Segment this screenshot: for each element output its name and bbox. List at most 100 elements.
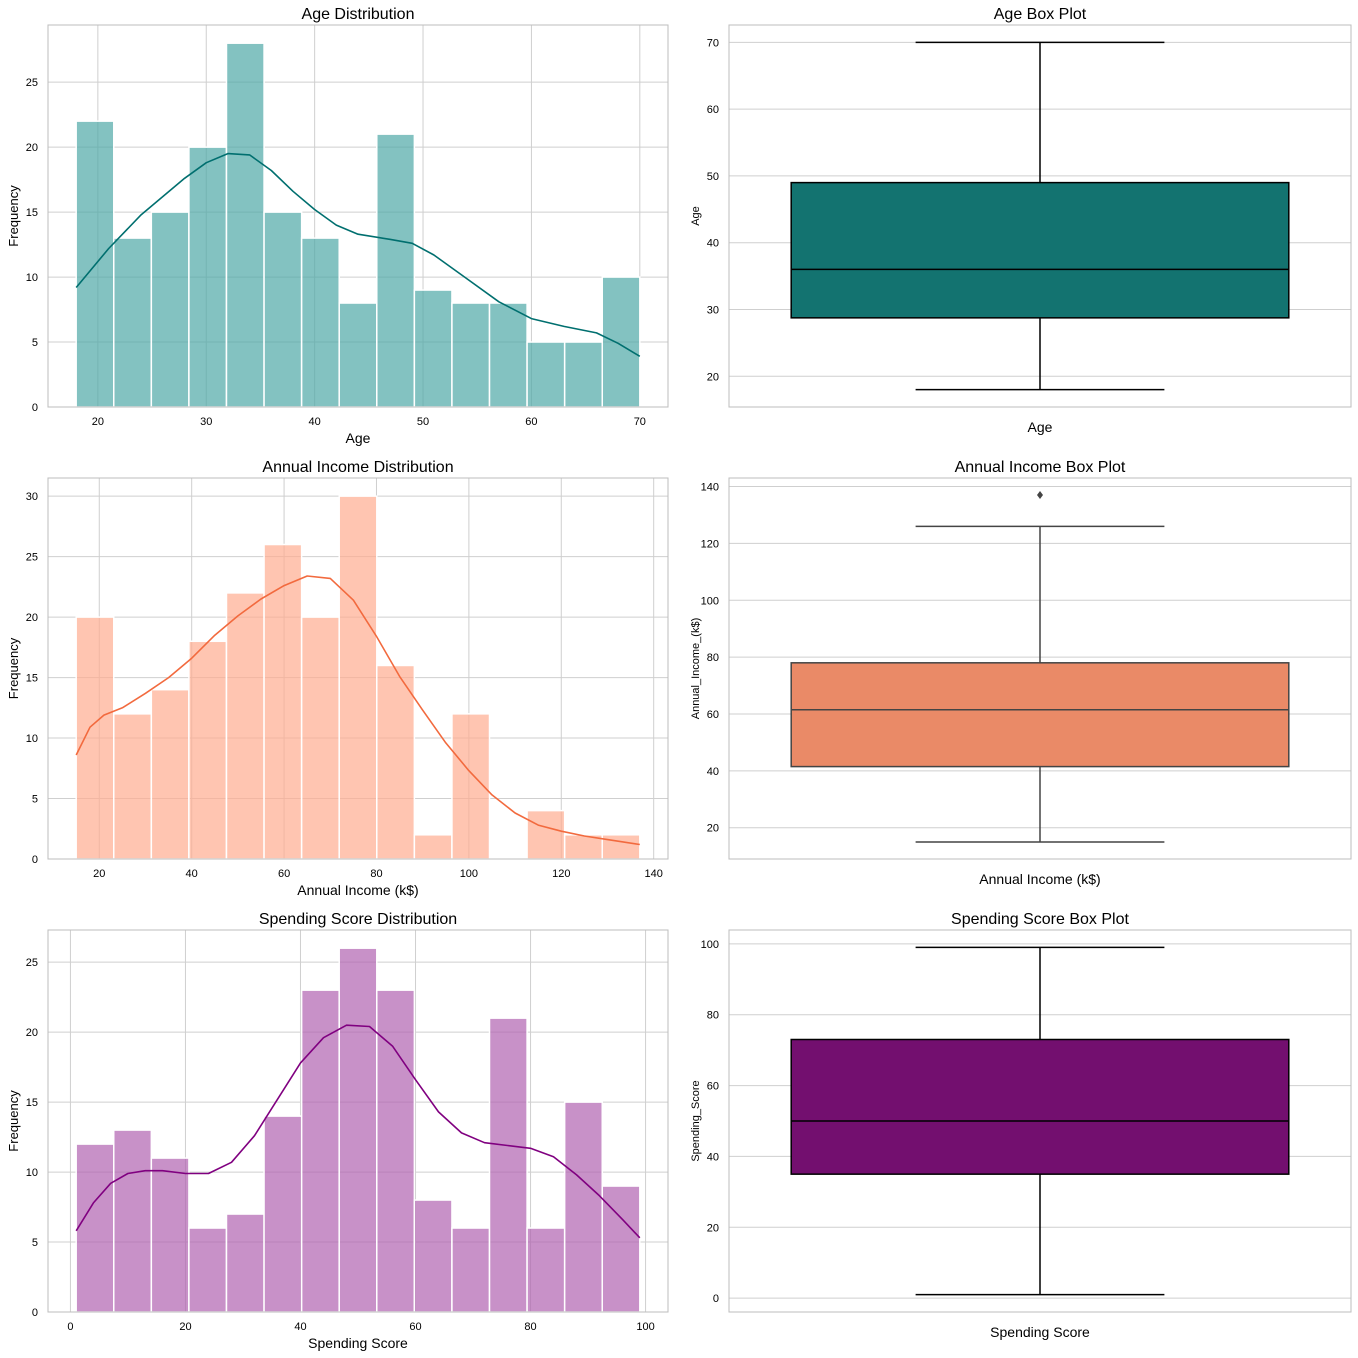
- histogram-bar: [488, 302, 528, 408]
- y-tick-label: 120: [701, 538, 719, 550]
- income-box-xlabel: Annual Income (k$): [979, 871, 1100, 887]
- kde-line: [75, 1024, 641, 1239]
- histogram-bar: [113, 237, 153, 408]
- histogram-bar: [188, 146, 228, 408]
- histogram-bar: [75, 1143, 115, 1313]
- x-tick-label: 100: [460, 868, 478, 880]
- histogram-bar: [300, 989, 340, 1313]
- age-hist-xlabel: Age: [346, 430, 371, 446]
- x-tick-label: 100: [636, 1321, 654, 1333]
- age-box-panel: Age Box Plot 20 30 40 50 60 70 Age Age: [690, 6, 1352, 435]
- x-tick-label: 40: [186, 868, 198, 880]
- y-tick-label: 100: [701, 939, 719, 951]
- histogram-bar: [376, 989, 416, 1313]
- y-tick-label: 10: [26, 272, 38, 284]
- outlier-point: [1037, 491, 1043, 500]
- histogram-bar: [150, 211, 190, 408]
- y-tick-label: 15: [26, 673, 38, 685]
- plot-frame: [47, 929, 669, 1313]
- score-box-xlabel: Spending Score: [990, 1324, 1090, 1340]
- y-tick-label: 20: [707, 1222, 719, 1234]
- histogram-bar: [601, 834, 641, 860]
- histogram-bar: [563, 1101, 603, 1313]
- plot-frame: [47, 24, 669, 408]
- plot-frame: [47, 477, 669, 860]
- histogram-bar: [601, 1185, 641, 1313]
- histogram-bar: [75, 616, 115, 860]
- y-tick-label: 20: [707, 371, 719, 383]
- x-tick-label: 20: [92, 416, 104, 428]
- y-tick-label: 20: [26, 142, 38, 154]
- iqr-box: [790, 662, 1290, 768]
- histogram-bar: [526, 1227, 566, 1313]
- y-tick-label: 15: [26, 1097, 38, 1109]
- x-tick-label: 20: [179, 1321, 191, 1333]
- y-tick-label: 100: [701, 595, 719, 607]
- y-tick-label: 30: [707, 304, 719, 316]
- score-hist-ylabel: Frequency: [6, 1090, 21, 1152]
- x-tick-label: 70: [634, 416, 646, 428]
- y-tick-label: 80: [707, 1010, 719, 1022]
- score-box-panel: Spending Score Box Plot 0 20 40 60 80 100 Spend…: [690, 911, 1352, 1340]
- histogram-bar: [488, 1017, 528, 1313]
- y-tick-label: 60: [707, 104, 719, 116]
- age-hist-title: Age Distribution: [302, 6, 415, 23]
- x-tick-label: 0: [67, 1321, 73, 1333]
- histogram-bar: [526, 341, 566, 408]
- x-tick-label: 60: [278, 868, 290, 880]
- y-tick-label: 20: [707, 823, 719, 835]
- score-hist-title: Spending Score Distribution: [259, 911, 457, 928]
- histogram-bar: [338, 947, 378, 1313]
- y-tick-label: 20: [26, 612, 38, 624]
- histogram-bar: [263, 1115, 303, 1313]
- y-tick-label: 5: [32, 1237, 38, 1249]
- y-tick-label: 0: [32, 402, 38, 414]
- y-tick-label: 25: [26, 957, 38, 969]
- histogram-bar: [563, 341, 603, 408]
- x-tick-label: 50: [417, 416, 429, 428]
- histogram-bar: [263, 543, 303, 860]
- x-tick-label: 20: [93, 868, 105, 880]
- y-tick-label: 60: [707, 709, 719, 721]
- histogram-bar: [526, 809, 566, 860]
- y-tick-label: 10: [26, 1167, 38, 1179]
- histogram-bar: [338, 495, 378, 860]
- kde-line: [75, 152, 641, 357]
- histogram-bar: [113, 713, 153, 860]
- histogram-bar: [300, 237, 340, 408]
- income-hist-title: Annual Income Distribution: [262, 459, 453, 476]
- x-tick-label: 80: [524, 1321, 536, 1333]
- age-hist-ylabel: Frequency: [6, 185, 21, 247]
- y-tick-label: 25: [26, 552, 38, 564]
- x-tick-label: 40: [294, 1321, 306, 1333]
- y-tick-label: 5: [32, 794, 38, 806]
- y-tick-label: 10: [26, 733, 38, 745]
- x-tick-label: 140: [644, 868, 662, 880]
- histogram-bar: [263, 211, 303, 408]
- iqr-box: [790, 1038, 1290, 1175]
- income-box-title: Annual Income Box Plot: [955, 459, 1126, 476]
- y-tick-label: 50: [707, 171, 719, 183]
- income-hist-panel: Annual Income Distribution 0 5 10 15 20 25 30 Fr…: [6, 459, 669, 898]
- histogram-bar: [225, 1213, 265, 1313]
- y-tick-label: 5: [32, 337, 38, 349]
- y-tick-label: 80: [707, 652, 719, 664]
- y-tick-label: 40: [707, 766, 719, 778]
- histogram-bar: [376, 133, 416, 408]
- age-box-ylabel: Age: [690, 206, 702, 226]
- x-tick-label: 60: [409, 1321, 421, 1333]
- histogram-bar: [150, 1157, 190, 1313]
- x-tick-label: 30: [200, 416, 212, 428]
- y-tick-label: 60: [707, 1081, 719, 1093]
- income-hist-ylabel: Frequency: [6, 637, 21, 699]
- plot-frame: [728, 929, 1352, 1313]
- y-tick-label: 15: [26, 207, 38, 219]
- histogram-bar: [188, 640, 228, 860]
- y-tick-label: 0: [32, 1307, 38, 1319]
- iqr-box: [790, 181, 1290, 319]
- histogram-bar: [113, 1129, 153, 1313]
- y-tick-label: 0: [713, 1293, 719, 1305]
- y-tick-label: 70: [707, 37, 719, 49]
- age-box-title: Age Box Plot: [994, 6, 1087, 23]
